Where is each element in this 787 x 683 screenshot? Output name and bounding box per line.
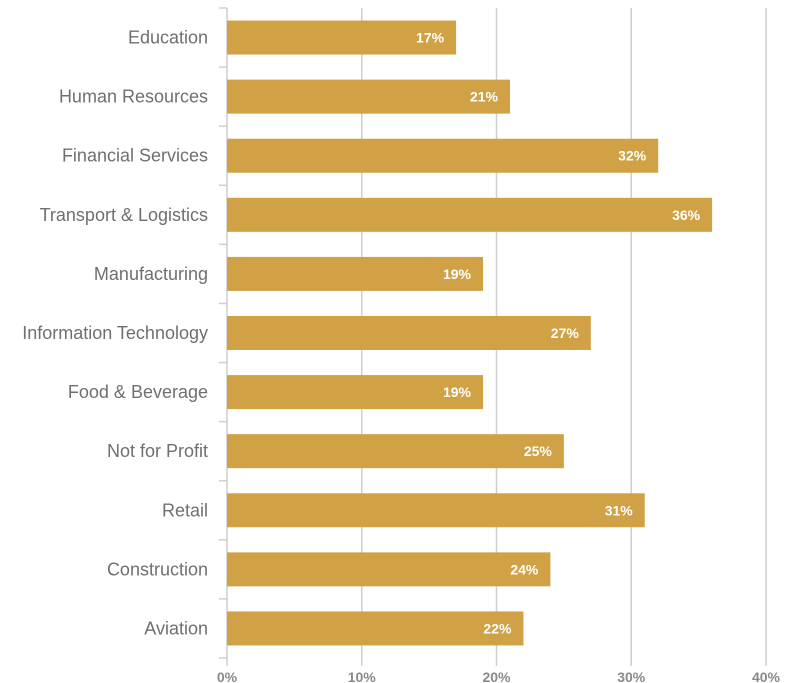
x-tick-label-4: 40% bbox=[752, 669, 781, 683]
category-label-5: Information Technology bbox=[22, 323, 208, 343]
bar-9 bbox=[227, 552, 551, 587]
category-label-4: Manufacturing bbox=[94, 264, 208, 284]
category-label-0: Education bbox=[128, 28, 208, 48]
category-label-7: Not for Profit bbox=[107, 441, 208, 461]
x-axis-ticks: 0% 10% 20% 30% 40% bbox=[217, 669, 781, 683]
bars: 17% 21% 32% 36% 19% 27% 19% 25% 31% 24% 22% bbox=[227, 20, 713, 646]
category-label-1: Human Resources bbox=[59, 87, 208, 107]
value-label-6: 19% bbox=[443, 384, 472, 400]
bar-5 bbox=[227, 316, 591, 350]
value-label-10: 22% bbox=[483, 620, 512, 636]
x-tick-label-0: 0% bbox=[217, 669, 238, 683]
value-label-2: 32% bbox=[618, 148, 647, 164]
value-label-1: 21% bbox=[470, 89, 499, 105]
x-tick-label-1: 10% bbox=[348, 669, 377, 683]
value-label-0: 17% bbox=[416, 30, 445, 46]
value-label-4: 19% bbox=[443, 266, 472, 282]
bar-4 bbox=[227, 256, 484, 291]
category-label-9: Construction bbox=[107, 559, 208, 579]
value-label-7: 25% bbox=[524, 443, 553, 459]
value-label-8: 31% bbox=[605, 502, 634, 518]
category-label-10: Aviation bbox=[144, 618, 208, 638]
bar-7 bbox=[227, 434, 564, 469]
bar-6 bbox=[227, 375, 484, 410]
category-label-2: Financial Services bbox=[62, 146, 208, 166]
category-labels: Education Human Resources Financial Servic… bbox=[22, 28, 208, 639]
bar-1 bbox=[227, 79, 510, 114]
category-label-8: Retail bbox=[162, 500, 208, 520]
bar-10 bbox=[227, 611, 524, 646]
bar-8 bbox=[227, 493, 645, 528]
x-tick-label-3: 30% bbox=[617, 669, 646, 683]
category-label-6: Food & Beverage bbox=[68, 382, 208, 402]
value-label-9: 24% bbox=[510, 561, 539, 577]
x-tick-label-2: 20% bbox=[482, 669, 511, 683]
bar-0 bbox=[227, 20, 457, 55]
bar-3 bbox=[227, 197, 713, 232]
bar-2 bbox=[227, 138, 659, 173]
category-label-3: Transport & Logistics bbox=[40, 205, 208, 225]
value-label-5: 27% bbox=[551, 325, 580, 341]
value-label-3: 36% bbox=[672, 207, 701, 223]
